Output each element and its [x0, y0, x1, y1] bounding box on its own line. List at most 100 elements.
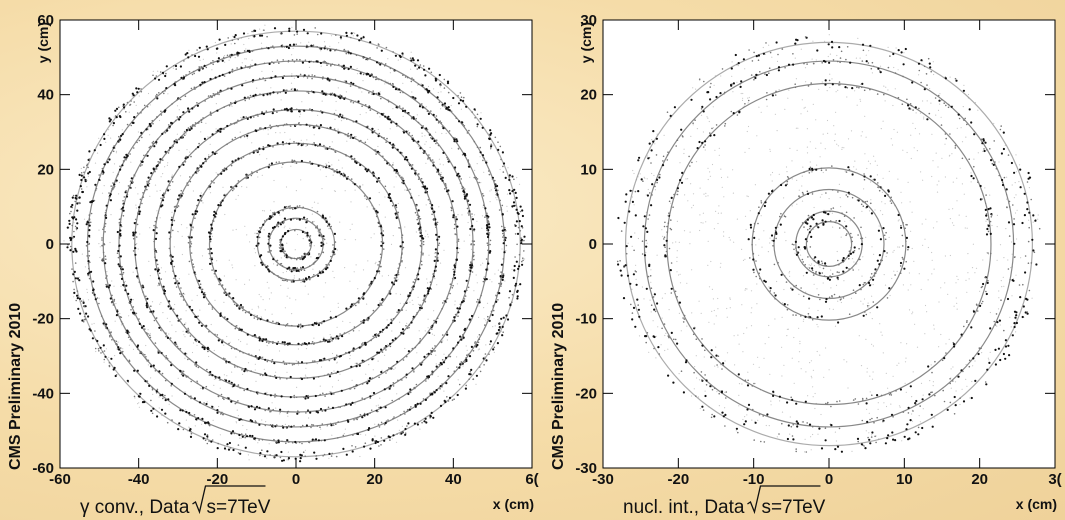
- ring-dot: [302, 75, 305, 78]
- ring-dot: [362, 342, 364, 344]
- ring-dot: [140, 134, 142, 137]
- ring-dot: [314, 394, 317, 398]
- ring-dot: [222, 56, 225, 59]
- ring-dot: [494, 136, 497, 139]
- ring-dot: [397, 379, 399, 382]
- ring-dot: [464, 387, 467, 390]
- ring-dot: [429, 202, 431, 205]
- ring-dot: [170, 382, 173, 385]
- bg-dot: [172, 67, 174, 69]
- ring-dot: [502, 236, 504, 238]
- ring-dot: [144, 353, 146, 356]
- bg-dot: [506, 210, 508, 212]
- ring-dot: [307, 92, 310, 95]
- ring-dot: [502, 258, 505, 260]
- bg-dot: [249, 241, 251, 243]
- ring-dot: [108, 158, 111, 161]
- ring-dot: [286, 108, 289, 112]
- bg-dot: [807, 266, 809, 268]
- ring-dot: [469, 266, 472, 269]
- ring-dot: [278, 276, 280, 279]
- bg-dot: [353, 271, 355, 273]
- bg-dot: [482, 262, 484, 264]
- ring-dot: [112, 182, 114, 184]
- ring-dot: [95, 338, 97, 341]
- ring-dot: [164, 399, 167, 402]
- bg-dot: [223, 275, 225, 277]
- ring-dot: [296, 412, 299, 415]
- ring-dot: [227, 37, 229, 39]
- bg-dot: [440, 108, 442, 110]
- bg-dot: [812, 369, 815, 371]
- bg-dot: [402, 115, 404, 117]
- bg-dot: [231, 264, 233, 266]
- ring-dot: [396, 311, 399, 314]
- ring-dot: [418, 105, 422, 108]
- ring-dot: [100, 315, 103, 317]
- ring-dot: [417, 278, 420, 281]
- ring-dot: [191, 309, 194, 312]
- ring-dot: [133, 395, 136, 398]
- ring-dot: [165, 72, 167, 75]
- ring-dot: [260, 254, 263, 257]
- ring-dot: [194, 122, 197, 124]
- ring-dot: [412, 315, 415, 318]
- ring-dot: [76, 202, 79, 205]
- bg-dot: [364, 197, 366, 199]
- bg-dot: [395, 176, 397, 178]
- ring-dot: [441, 384, 444, 387]
- ring-dot: [108, 331, 111, 334]
- ring-dot: [287, 457, 290, 460]
- ring-dot: [83, 305, 86, 307]
- ring-dot: [439, 364, 442, 366]
- ring-dot: [155, 142, 158, 145]
- ring-dot: [250, 405, 253, 408]
- ring-dot: [275, 454, 278, 457]
- ring-dot: [404, 432, 407, 435]
- ring-dot: [145, 154, 147, 157]
- ring-dot: [375, 215, 378, 218]
- bg-dot: [192, 342, 195, 344]
- ring-dot: [182, 192, 184, 195]
- ring-dot: [161, 194, 164, 197]
- ring-dot: [410, 167, 413, 170]
- ring-dot: [421, 181, 424, 184]
- ring-dot: [474, 341, 477, 343]
- ring-dot: [496, 332, 499, 335]
- bg-dot: [952, 181, 954, 183]
- ring-dot: [115, 116, 118, 119]
- ring-dot: [486, 267, 489, 270]
- bg-dot: [223, 374, 225, 376]
- ring-dot: [86, 255, 88, 257]
- ring-dot: [336, 169, 338, 171]
- ring-dot: [215, 130, 218, 133]
- ring-dot: [159, 350, 161, 353]
- bg-dot: [491, 281, 493, 283]
- ring-dot: [293, 88, 297, 92]
- ring-dot: [214, 93, 216, 95]
- ring-dot: [189, 180, 192, 183]
- ring-dot: [264, 127, 267, 130]
- ring-dot: [463, 193, 466, 196]
- bg-dot: [337, 128, 339, 130]
- ring-dot: [206, 48, 209, 51]
- ring-dot: [411, 164, 414, 166]
- ring-dot: [331, 340, 333, 342]
- ring-dot: [350, 365, 353, 368]
- ring-dot: [272, 426, 274, 429]
- ring-dot: [487, 244, 489, 246]
- ring-dot: [344, 133, 347, 136]
- bg-dot: [801, 185, 803, 187]
- ring-dot: [501, 325, 504, 328]
- ring-dot: [297, 362, 300, 364]
- ring-dot: [335, 337, 337, 340]
- ring-dot: [422, 237, 425, 240]
- bg-dot: [329, 45, 331, 48]
- ring-dot: [322, 61, 324, 63]
- ring-dot: [436, 238, 439, 241]
- ring-dot: [256, 171, 258, 173]
- bg-dot: [118, 193, 120, 195]
- ring-dot: [313, 274, 315, 276]
- ring-dot: [251, 335, 254, 338]
- bg-dot: [296, 386, 298, 388]
